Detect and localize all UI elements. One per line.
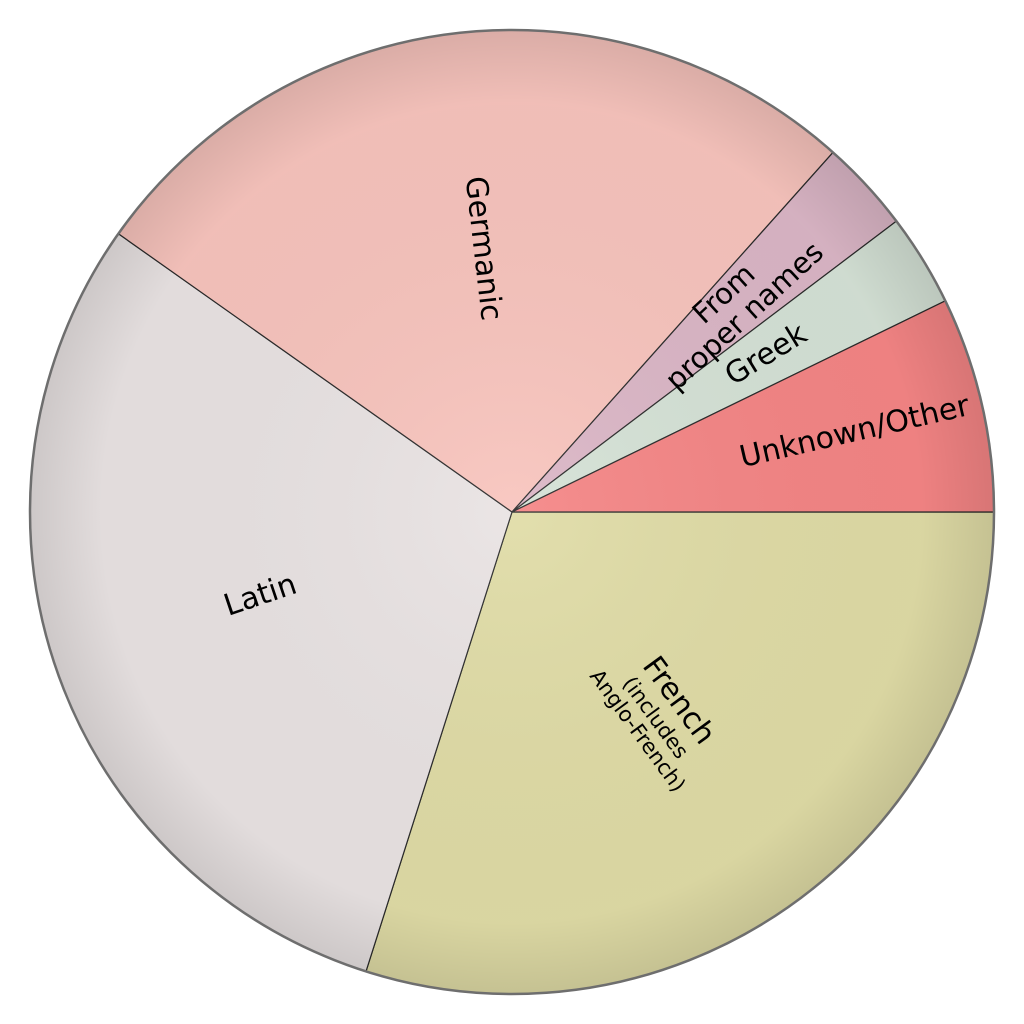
pie-slices xyxy=(29,29,995,995)
pie-outline xyxy=(28,28,996,996)
